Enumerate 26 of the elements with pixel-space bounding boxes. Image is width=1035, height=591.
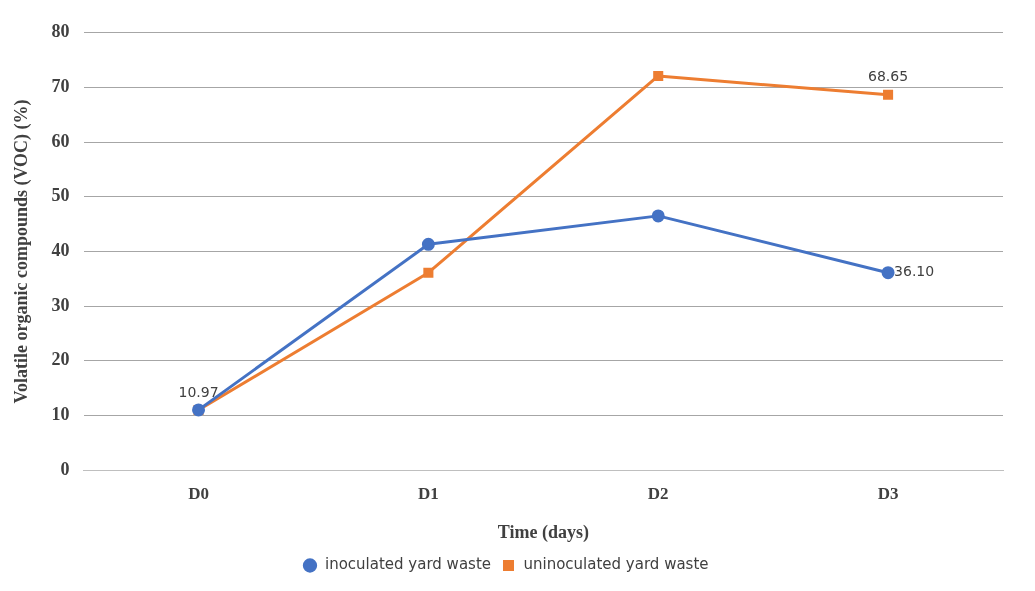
data-label: 68.65	[868, 68, 909, 85]
x-tick-label: D2	[647, 483, 669, 503]
legend-label: uninoculated yard waste	[523, 555, 709, 574]
x-tick-label: D3	[877, 483, 899, 503]
x-tick-label: D1	[417, 483, 439, 503]
data-label: 36.10	[894, 263, 935, 280]
x-axis-title: Time (days)	[497, 521, 589, 543]
point	[421, 237, 435, 251]
y-tick-label: 60	[51, 130, 70, 151]
y-tick-label: 30	[51, 294, 70, 315]
y-tick-label: 80	[51, 21, 70, 42]
point	[653, 70, 664, 82]
y-tick-label: 50	[51, 185, 70, 206]
x-tick-label: D0	[188, 483, 209, 503]
y-tick-label: 20	[51, 349, 70, 370]
y-tick-label: 0	[60, 458, 70, 479]
point	[423, 267, 434, 278]
point	[651, 209, 665, 223]
y-tick-label: 10	[51, 404, 70, 425]
y-tick-label: 70	[51, 76, 70, 97]
point	[881, 266, 895, 280]
legend-label: inoculated yard waste	[324, 555, 491, 574]
data-label: 10.97	[178, 383, 219, 400]
y-tick-label: 40	[51, 240, 70, 261]
y-axis-title: Volatile organic compounds (VOC) (%)	[11, 99, 33, 404]
point	[883, 89, 894, 100]
